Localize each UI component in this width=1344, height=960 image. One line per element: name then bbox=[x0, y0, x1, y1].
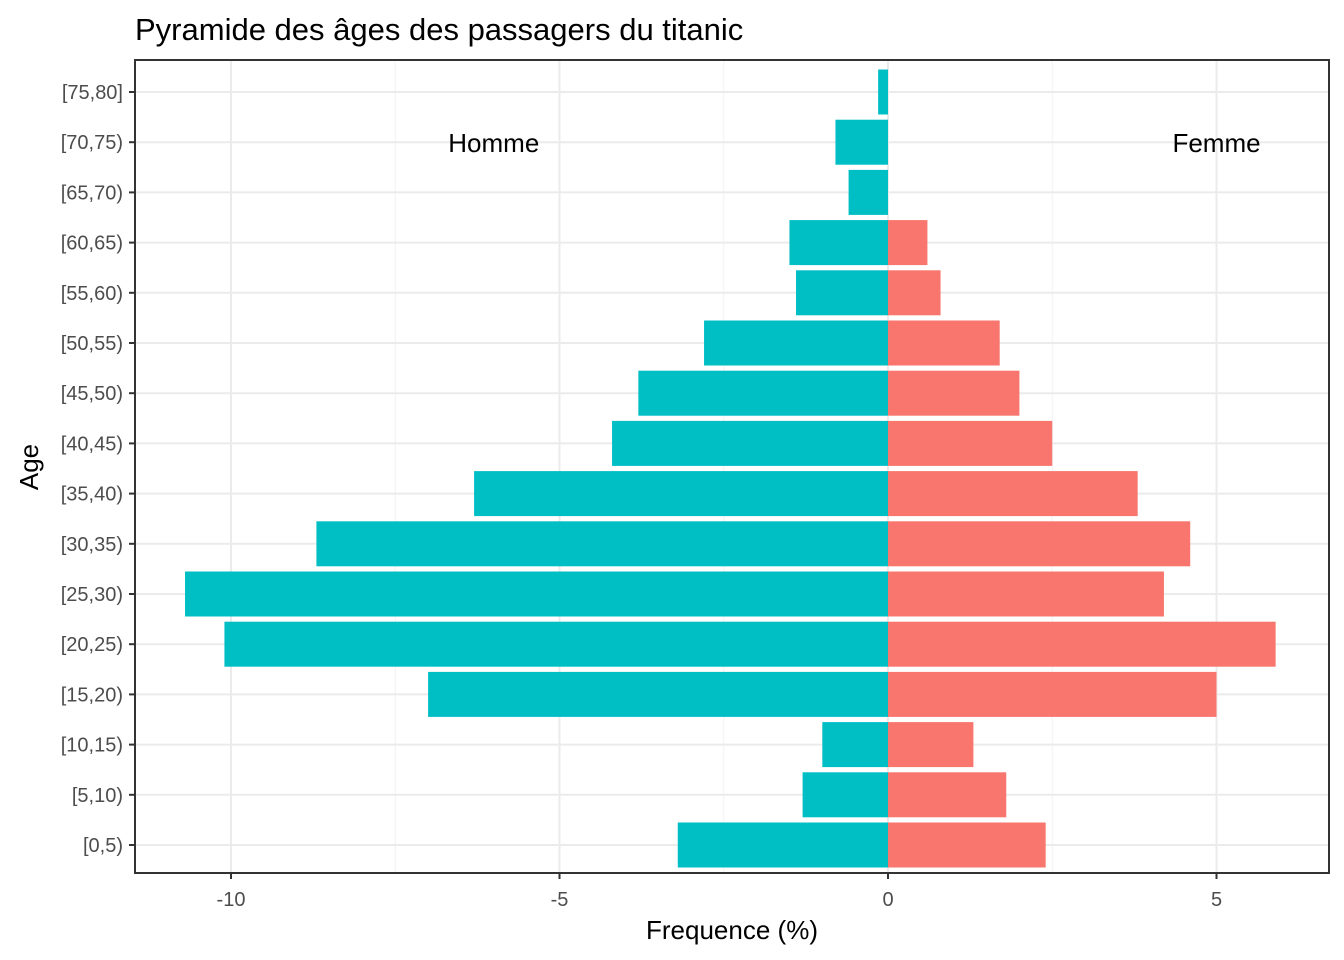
y-tick-label: [65,70) bbox=[61, 182, 123, 204]
y-tick-label: [5,10) bbox=[72, 785, 123, 807]
y-tick-label: [50,55) bbox=[61, 333, 123, 355]
bar bbox=[677, 822, 888, 868]
annotations: Homme Femme bbox=[448, 128, 1260, 158]
y-tick-label: [25,30) bbox=[61, 584, 123, 606]
y-tick-label: [10,15) bbox=[61, 735, 123, 757]
x-tick-labels: -10 -5 0 5 bbox=[217, 873, 1222, 911]
plot-border bbox=[134, 59, 1330, 874]
y-tick-label: [70,75) bbox=[61, 132, 123, 154]
x-tick-label: 0 bbox=[882, 889, 893, 911]
bar bbox=[822, 722, 888, 768]
bar bbox=[185, 571, 888, 617]
bar bbox=[888, 471, 1138, 517]
y-tick-label: [20,25) bbox=[61, 634, 123, 656]
bar bbox=[638, 370, 888, 416]
x-tick-label: -5 bbox=[551, 889, 569, 911]
bar bbox=[878, 69, 888, 115]
annotation-homme: Homme bbox=[448, 128, 539, 158]
bar bbox=[888, 822, 1046, 868]
bar bbox=[316, 521, 888, 567]
bar bbox=[474, 471, 888, 517]
x-tick-label: 5 bbox=[1211, 889, 1222, 911]
bars-group bbox=[185, 69, 1276, 868]
y-tick-label: [75,80] bbox=[62, 82, 123, 104]
bar bbox=[796, 270, 888, 316]
bar bbox=[802, 772, 888, 818]
y-tick-labels: [0,5) [5,10) [10,15) [15,20) [20,25) [25,30) [… bbox=[61, 82, 135, 857]
bar bbox=[428, 671, 888, 717]
x-tick-label: -10 bbox=[217, 889, 246, 911]
y-tick-label: [60,65) bbox=[61, 233, 123, 255]
bar bbox=[888, 772, 1007, 818]
bar bbox=[888, 270, 941, 316]
bar bbox=[224, 621, 888, 667]
bar bbox=[835, 119, 888, 165]
bar bbox=[612, 420, 888, 466]
annotation-femme: Femme bbox=[1172, 128, 1260, 158]
bar bbox=[848, 169, 888, 215]
bar bbox=[888, 320, 1000, 366]
y-tick-label: [35,40) bbox=[61, 484, 123, 506]
bar bbox=[888, 521, 1191, 567]
bar bbox=[888, 722, 974, 768]
y-tick-label: [15,20) bbox=[61, 684, 123, 706]
bar bbox=[888, 420, 1053, 466]
bar bbox=[888, 671, 1217, 717]
bar bbox=[704, 320, 888, 366]
bar bbox=[888, 220, 928, 266]
y-tick-label: [40,45) bbox=[61, 433, 123, 455]
y-tick-label: [55,60) bbox=[61, 283, 123, 305]
bar bbox=[888, 571, 1164, 617]
x-axis-title: Frequence (%) bbox=[646, 915, 818, 945]
plot-panel bbox=[135, 60, 1329, 873]
bar bbox=[789, 220, 888, 266]
chart-title: Pyramide des âges des passagers du titan… bbox=[135, 12, 743, 47]
y-tick-label: [30,35) bbox=[61, 534, 123, 556]
bar bbox=[888, 370, 1020, 416]
bar bbox=[888, 621, 1276, 667]
y-tick-label: [45,50) bbox=[61, 383, 123, 405]
y-tick-label: [0,5) bbox=[83, 835, 123, 857]
y-axis-title: Age bbox=[14, 444, 44, 490]
